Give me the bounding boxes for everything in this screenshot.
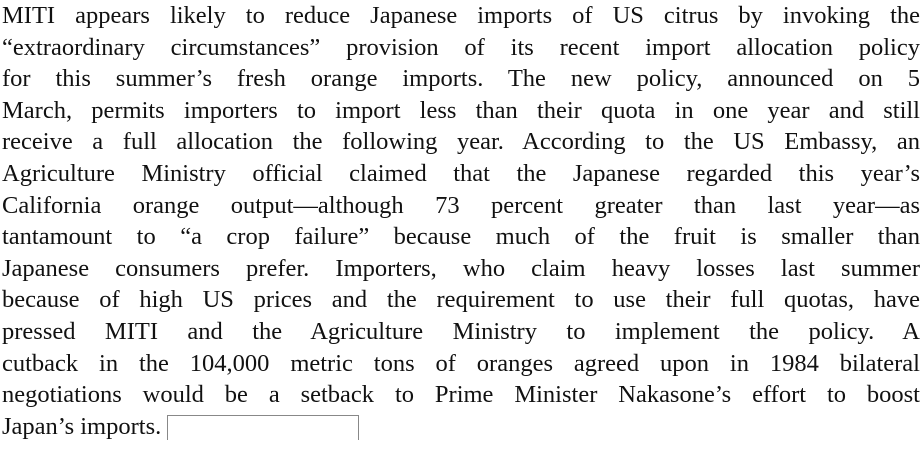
line-text: receive a full allocation the following … <box>2 128 920 156</box>
line-text: “extraordinary circumstances” provision … <box>2 33 920 61</box>
text-line: tantamount to “a crop failure” because m… <box>2 221 920 253</box>
line-text: California orange output—although 73 per… <box>2 191 920 219</box>
text-line: Japan’s imports. <box>2 411 920 443</box>
text-line: Japanese consumers prefer. Importers, wh… <box>2 253 920 285</box>
text-line: negotiations would be a setback to Prime… <box>2 379 920 411</box>
line-text: cutback in the 104,000 metric tons of or… <box>2 349 920 377</box>
line-text: because of high US prices and the requir… <box>2 286 920 314</box>
text-line: March, permits importers to import less … <box>2 95 920 127</box>
line-text: negotiations would be a setback to Prime… <box>2 381 920 409</box>
text-line: because of high US prices and the requir… <box>2 284 920 316</box>
paragraph: MITI appears likely to reduce Japanese i… <box>2 0 920 442</box>
line-text: March, permits importers to import less … <box>2 96 920 124</box>
text-line: “extraordinary circumstances” provision … <box>2 32 920 64</box>
text-line: pressed MITI and the Agriculture Ministr… <box>2 316 920 348</box>
line-text: for this summer’s fresh orange imports. … <box>2 65 920 93</box>
line-text: Japan’s imports. <box>2 412 162 440</box>
text-line: Agriculture Ministry official claimed th… <box>2 158 920 190</box>
line-text: pressed MITI and the Agriculture Ministr… <box>2 317 920 345</box>
line-text: Agriculture Ministry official claimed th… <box>2 159 920 187</box>
text-line: receive a full allocation the following … <box>2 126 920 158</box>
text-line: for this summer’s fresh orange imports. … <box>2 63 920 95</box>
text-line: MITI appears likely to reduce Japanese i… <box>2 0 920 32</box>
text-line: California orange output—although 73 per… <box>2 190 920 222</box>
line-text: tantamount to “a crop failure” because m… <box>2 223 920 251</box>
line-text: Japanese consumers prefer. Importers, wh… <box>2 254 920 282</box>
line-text: MITI appears likely to reduce Japanese i… <box>2 2 920 29</box>
text-line: cutback in the 104,000 metric tons of or… <box>2 348 920 380</box>
redaction-box <box>167 414 360 440</box>
